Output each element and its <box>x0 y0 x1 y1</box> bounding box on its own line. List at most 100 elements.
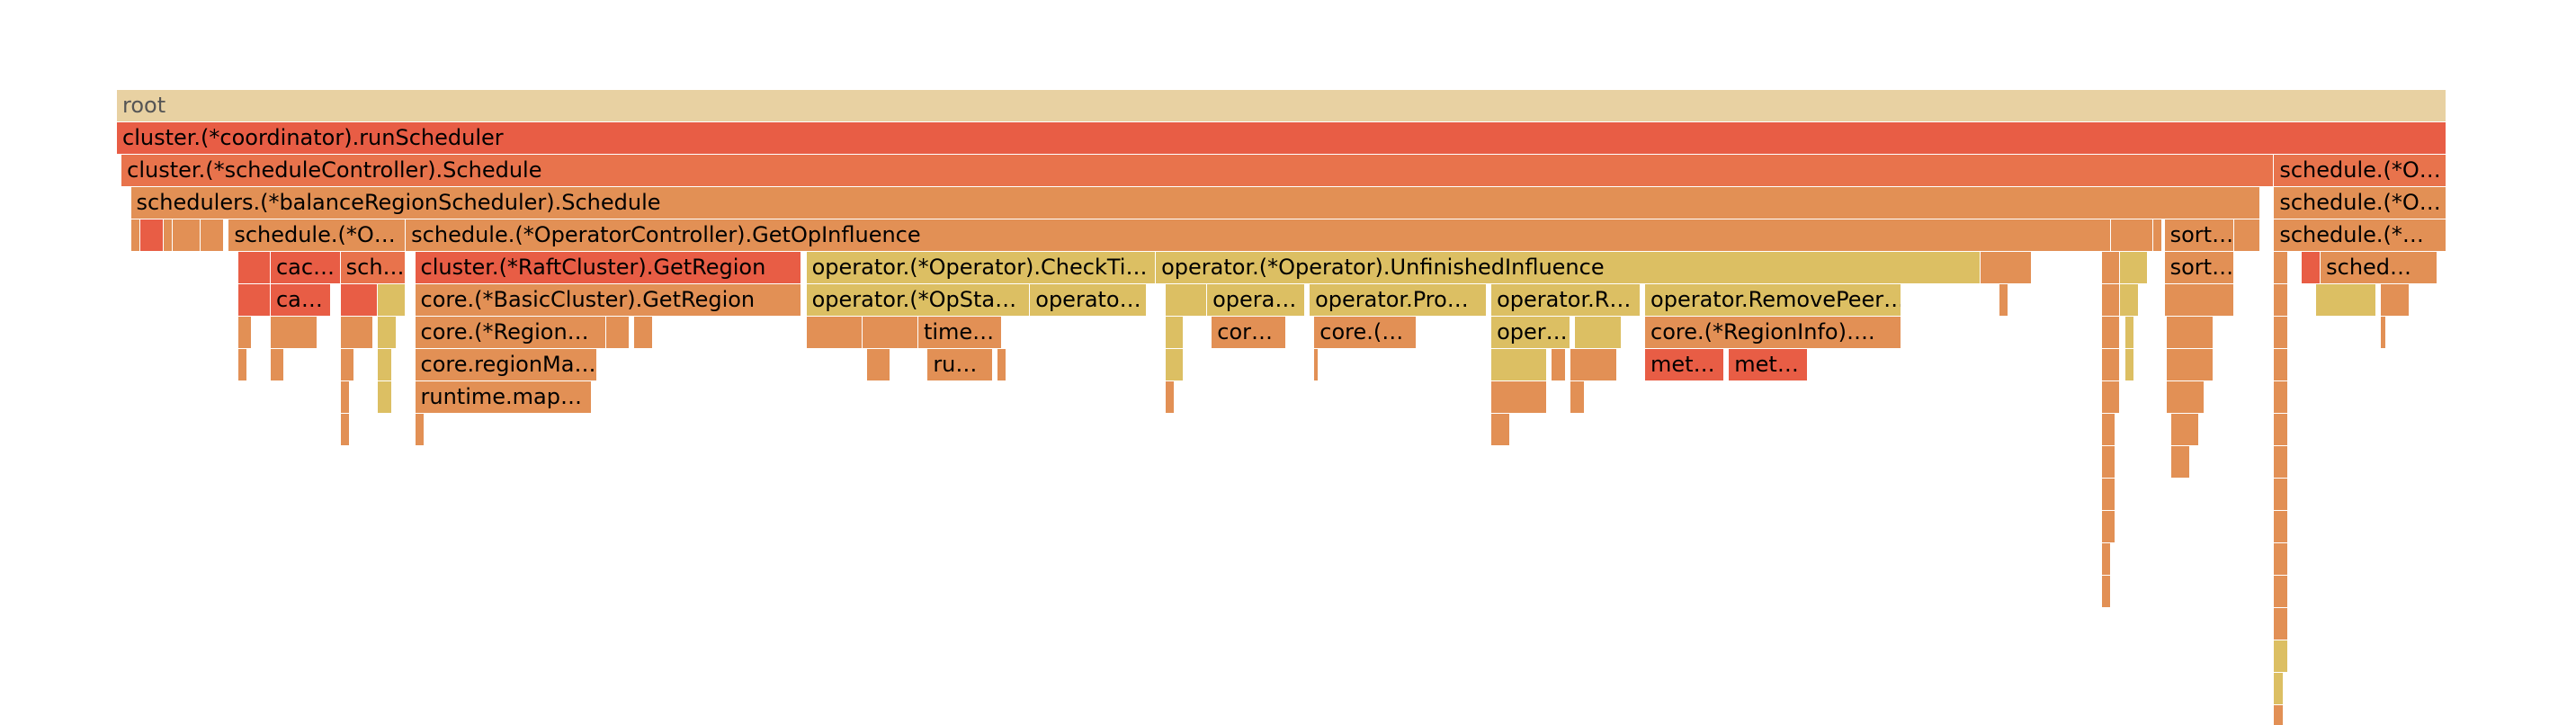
flame-frame[interactable] <box>2274 252 2288 284</box>
flame-frame[interactable] <box>1491 414 1510 446</box>
flame-frame[interactable] <box>1491 381 1548 414</box>
flame-frame[interactable] <box>340 381 350 414</box>
flame-frame[interactable] <box>2124 349 2134 381</box>
flame-frame-operator-opsta[interactable]: operator.(*OpSta… <box>806 284 1031 317</box>
flame-frame[interactable] <box>2120 252 2149 284</box>
flame-frame[interactable] <box>866 349 890 381</box>
flame-frame[interactable] <box>2167 349 2214 381</box>
flame-frame[interactable] <box>2274 479 2288 511</box>
flame-frame-core-regionma[interactable]: core.regionMa… <box>415 349 597 381</box>
flame-frame[interactable] <box>340 317 373 349</box>
flame-frame[interactable] <box>2120 284 2140 317</box>
flame-frame[interactable] <box>2274 381 2288 414</box>
flame-frame[interactable] <box>2101 284 2121 317</box>
flame-frame-operator-pro[interactable]: operator.Pro… <box>1310 284 1487 317</box>
flame-frame-operator-r[interactable]: operator.R… <box>1491 284 1641 317</box>
flame-frame-operato[interactable]: operato… <box>1030 284 1147 317</box>
flame-frame-schedule-o[interactable]: schedule.(*O… <box>228 219 407 252</box>
flame-frame-operator-operator-checkti[interactable]: operator.(*Operator).CheckTi… <box>806 252 1157 284</box>
flame-frame[interactable] <box>2101 317 2121 349</box>
flame-frame[interactable] <box>2274 543 2288 576</box>
flame-frame[interactable] <box>2302 252 2321 284</box>
flame-frame[interactable] <box>862 317 918 349</box>
flame-frame[interactable] <box>378 284 407 317</box>
flame-frame[interactable] <box>378 381 392 414</box>
flame-frame-oper[interactable]: oper… <box>1491 317 1571 349</box>
flame-frame[interactable] <box>1570 349 1617 381</box>
flame-frame[interactable] <box>806 317 863 349</box>
flame-frame[interactable] <box>2101 381 2121 414</box>
flame-frame[interactable] <box>340 414 350 446</box>
flame-frame-cluster-schedulecontroller-schedule[interactable]: cluster.(*scheduleController).Schedule <box>121 155 2275 187</box>
flame-frame[interactable] <box>237 349 248 381</box>
flame-frame[interactable] <box>2171 414 2200 446</box>
flame-frame[interactable] <box>2101 349 2121 381</box>
flame-frame[interactable] <box>2274 673 2284 705</box>
flame-frame[interactable] <box>2167 381 2205 414</box>
flame-frame[interactable] <box>201 219 225 252</box>
flame-frame[interactable] <box>415 414 425 446</box>
flame-frame[interactable] <box>2111 219 2153 252</box>
flame-frame[interactable] <box>2101 576 2112 608</box>
flame-frame[interactable] <box>2381 317 2386 349</box>
flame-frame-opera[interactable]: opera… <box>1207 284 1305 317</box>
flame-frame[interactable] <box>2167 317 2214 349</box>
flame-frame[interactable] <box>2274 705 2284 725</box>
flame-frame-core[interactable]: core.(… <box>1314 317 1418 349</box>
flame-frame-schedule-o[interactable]: schedule.(*O… <box>2274 155 2446 187</box>
flame-frame-cluster-raftcluster-getregion[interactable]: cluster.(*RaftCluster).GetRegion <box>415 252 802 284</box>
flame-frame[interactable] <box>1165 284 1208 317</box>
flame-frame[interactable] <box>2274 446 2288 479</box>
flame-frame[interactable] <box>2234 219 2260 252</box>
flame-frame-ca[interactable]: ca… <box>270 284 332 317</box>
flame-frame[interactable] <box>340 284 379 317</box>
flame-frame-core-regioninfo[interactable]: core.(*RegionInfo)…. <box>1645 317 1901 349</box>
flame-frame[interactable] <box>139 219 164 252</box>
flame-frame-cluster-coordinator-runscheduler[interactable]: cluster.(*coordinator).runScheduler <box>117 122 2446 155</box>
flame-frame[interactable] <box>2101 446 2116 479</box>
flame-frame[interactable] <box>270 317 318 349</box>
flame-frame[interactable] <box>1491 349 1548 381</box>
flame-frame[interactable] <box>2152 219 2163 252</box>
flame-frame[interactable] <box>997 349 1007 381</box>
flame-frame[interactable] <box>2124 317 2134 349</box>
flame-frame[interactable] <box>378 317 397 349</box>
flame-frame[interactable] <box>2381 284 2410 317</box>
flame-frame-sort[interactable]: sort… <box>2164 219 2235 252</box>
flame-frame[interactable] <box>2315 284 2377 317</box>
flame-frame[interactable] <box>378 349 392 381</box>
flame-frame[interactable] <box>340 349 355 381</box>
flame-frame[interactable] <box>237 317 253 349</box>
flame-frame-runtime-map[interactable]: runtime.map… <box>415 381 593 414</box>
flame-frame-time[interactable]: time… <box>917 317 1003 349</box>
flame-frame[interactable] <box>2101 414 2116 446</box>
flame-frame-schedule-o[interactable]: schedule.(*O… <box>2274 187 2446 219</box>
flame-frame-operator-removepeer[interactable]: operator.RemovePeer… <box>1645 284 1901 317</box>
flame-frame-sort[interactable]: sort… <box>2164 252 2235 284</box>
flame-frame[interactable] <box>237 284 271 317</box>
flame-frame-root[interactable]: root <box>117 90 2446 122</box>
flame-frame[interactable] <box>130 219 140 252</box>
flame-frame-ru[interactable]: ru… <box>927 349 993 381</box>
flame-frame[interactable] <box>2274 608 2288 640</box>
flame-frame-sched[interactable]: sched… <box>2321 252 2437 284</box>
flame-frame[interactable] <box>1570 381 1585 414</box>
flame-frame[interactable] <box>173 219 201 252</box>
flame-frame[interactable] <box>2274 317 2288 349</box>
flame-frame[interactable] <box>1999 284 2009 317</box>
flame-frame[interactable] <box>2171 446 2191 479</box>
flame-frame[interactable] <box>2274 284 2288 317</box>
flame-frame[interactable] <box>2164 284 2235 317</box>
flame-frame-sch[interactable]: sch… <box>340 252 407 284</box>
flame-frame-core-region[interactable]: core.(*Region… <box>415 317 606 349</box>
flame-frame-cac[interactable]: cac… <box>270 252 341 284</box>
flame-frame[interactable] <box>2101 252 2121 284</box>
flame-frame[interactable] <box>163 219 174 252</box>
flame-frame[interactable] <box>1165 381 1175 414</box>
flame-frame-schedule[interactable]: schedule.(*… <box>2274 219 2446 252</box>
flame-frame[interactable] <box>2274 414 2288 446</box>
flame-frame[interactable] <box>2274 640 2288 673</box>
flame-frame-met[interactable]: met… <box>1645 349 1725 381</box>
flame-frame[interactable] <box>605 317 630 349</box>
flame-frame[interactable] <box>2274 511 2288 543</box>
